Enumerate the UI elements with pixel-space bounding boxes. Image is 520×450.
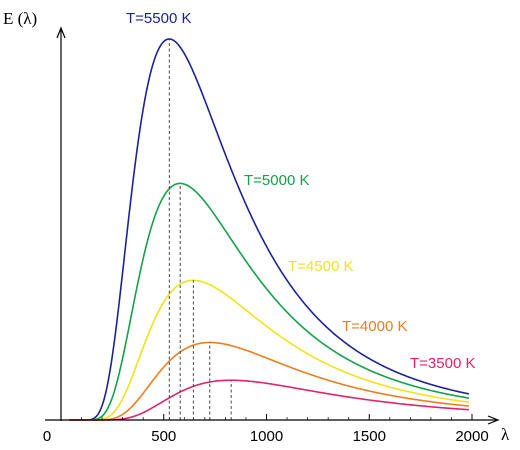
x-tick-label: 2000: [455, 428, 488, 445]
curves-group: [69, 38, 470, 421]
series-label-5000: T=5000 K: [244, 172, 309, 189]
series-label-5500: T=5500 K: [126, 10, 191, 27]
series-line-4000: [69, 341, 469, 421]
series-line-3500: [69, 379, 469, 421]
y-axis-title: E (λ): [3, 9, 37, 28]
x-ticks-group: 0 500 1000 1500 2000: [43, 414, 489, 445]
x-tick-label: 0: [43, 428, 51, 445]
x-tick-label: 1000: [250, 428, 283, 445]
x-axis-title: λ: [501, 425, 510, 444]
x-tick-label: 1500: [353, 428, 386, 445]
series-label-4000: T=4000 K: [342, 318, 407, 335]
series-line-5500: [69, 38, 470, 421]
x-tick-label: 500: [151, 428, 176, 445]
y-axis-arrow: [56, 26, 66, 39]
x-axis-arrow: [487, 415, 500, 425]
series-line-4500: [69, 279, 470, 421]
series-label-4500: T=4500 K: [288, 258, 353, 275]
series-label-3500: T=3500 K: [410, 355, 475, 372]
series-line-5000: [69, 182, 470, 421]
series-labels-group: T=5500 K T=5000 K T=4500 K T=4000 K T=3500 K: [126, 10, 475, 372]
peak-lines-group: [168, 39, 232, 420]
